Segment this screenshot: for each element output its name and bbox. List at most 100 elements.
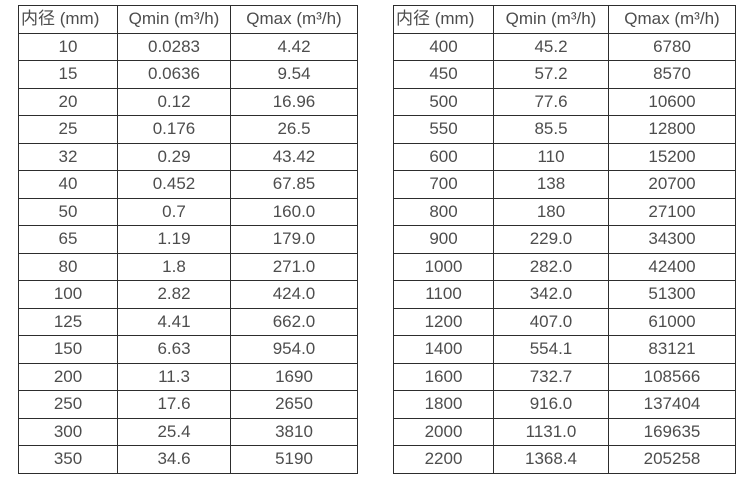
table-body: 400 45.2 6780 450 57.2 8570 500 77.6 10600 550 85.… xyxy=(393,32,736,474)
table-row: 2200 1368.4 205258 xyxy=(393,445,736,474)
table-cell: 150 xyxy=(18,335,118,364)
table-cell: 17.6 xyxy=(117,390,231,419)
table-cell: 1131.0 xyxy=(493,417,609,446)
table-row: 550 85.5 12800 xyxy=(393,115,736,144)
table-cell: 16.96 xyxy=(230,87,358,116)
table-cell: 229.0 xyxy=(493,225,609,254)
table-cell: 1400 xyxy=(393,335,494,364)
table-cell: 554.1 xyxy=(493,335,609,364)
header-cell: Qmin (m³/h) xyxy=(493,5,609,34)
table-row: 400 45.2 6780 xyxy=(393,32,736,61)
table-cell: 80 xyxy=(18,252,118,281)
table-cell: 77.6 xyxy=(493,87,609,116)
table-cell: 1.8 xyxy=(117,252,231,281)
table-cell: 67.85 xyxy=(230,170,358,199)
table-cell: 2650 xyxy=(230,390,358,419)
table-cell: 342.0 xyxy=(493,280,609,309)
table-cell: 50 xyxy=(18,197,118,226)
table-cell: 61000 xyxy=(608,307,736,336)
header-cell: Qmin (m³/h) xyxy=(117,5,231,34)
table-row: 1800 916.0 137404 xyxy=(393,390,736,419)
table-cell: 34.6 xyxy=(117,445,231,474)
table-cell: 0.0636 xyxy=(117,60,231,89)
table-row: 200 11.3 1690 xyxy=(18,362,358,391)
header-cell: Qmax (m³/h) xyxy=(230,5,358,34)
table-cell: 26.5 xyxy=(230,115,358,144)
table-row: 500 77.6 10600 xyxy=(393,87,736,116)
table-row: 40 0.452 67.85 xyxy=(18,170,358,199)
table-cell: 0.176 xyxy=(117,115,231,144)
table-cell: 180 xyxy=(493,197,609,226)
table-row: 250 17.6 2650 xyxy=(18,390,358,419)
header-cell: Qmax (m³/h) xyxy=(608,5,736,34)
table-cell: 600 xyxy=(393,142,494,171)
table-cell: 800 xyxy=(393,197,494,226)
table-cell: 40 xyxy=(18,170,118,199)
header-row: 内径 (mm) Qmin (m³/h) Qmax (m³/h) xyxy=(393,5,736,34)
table-cell: 4.41 xyxy=(117,307,231,336)
table-cell: 85.5 xyxy=(493,115,609,144)
table-cell: 138 xyxy=(493,170,609,199)
table-cell: 1.19 xyxy=(117,225,231,254)
table-row: 300 25.4 3810 xyxy=(18,417,358,446)
table-cell: 43.42 xyxy=(230,142,358,171)
table-cell: 300 xyxy=(18,417,118,446)
table-cell: 83121 xyxy=(608,335,736,364)
table-cell: 282.0 xyxy=(493,252,609,281)
flow-table-small-diameters: 内径 (mm) Qmin (m³/h) Qmax (m³/h) 10 0.0283 4.… xyxy=(18,5,358,474)
table-cell: 5190 xyxy=(230,445,358,474)
table-cell: 700 xyxy=(393,170,494,199)
table-row: 150 6.63 954.0 xyxy=(18,335,358,364)
table-cell: 271.0 xyxy=(230,252,358,281)
table-cell: 57.2 xyxy=(493,60,609,89)
table-cell: 0.452 xyxy=(117,170,231,199)
table-row: 32 0.29 43.42 xyxy=(18,142,358,171)
table-cell: 1800 xyxy=(393,390,494,419)
table-cell: 2.82 xyxy=(117,280,231,309)
table-row: 350 34.6 5190 xyxy=(18,445,358,474)
table-cell: 732.7 xyxy=(493,362,609,391)
table-cell: 662.0 xyxy=(230,307,358,336)
header-row: 内径 (mm) Qmin (m³/h) Qmax (m³/h) xyxy=(18,5,358,34)
table-row: 65 1.19 179.0 xyxy=(18,225,358,254)
table-cell: 0.29 xyxy=(117,142,231,171)
table-row: 10 0.0283 4.42 xyxy=(18,32,358,61)
table-row: 1400 554.1 83121 xyxy=(393,335,736,364)
table-row: 1000 282.0 42400 xyxy=(393,252,736,281)
table-row: 80 1.8 271.0 xyxy=(18,252,358,281)
table-cell: 954.0 xyxy=(230,335,358,364)
table-cell: 34300 xyxy=(608,225,736,254)
table-cell: 179.0 xyxy=(230,225,358,254)
table-cell: 407.0 xyxy=(493,307,609,336)
table-cell: 1000 xyxy=(393,252,494,281)
table-row: 50 0.7 160.0 xyxy=(18,197,358,226)
table-cell: 205258 xyxy=(608,445,736,474)
table-cell: 45.2 xyxy=(493,32,609,61)
table-cell: 1690 xyxy=(230,362,358,391)
flow-table-large-diameters: 内径 (mm) Qmin (m³/h) Qmax (m³/h) 400 45.2 678… xyxy=(393,5,736,474)
table-row: 1100 342.0 51300 xyxy=(393,280,736,309)
table-cell: 160.0 xyxy=(230,197,358,226)
table-cell: 51300 xyxy=(608,280,736,309)
table-cell: 110 xyxy=(493,142,609,171)
table-cell: 2200 xyxy=(393,445,494,474)
table-cell: 1100 xyxy=(393,280,494,309)
table-cell: 400 xyxy=(393,32,494,61)
table-cell: 15 xyxy=(18,60,118,89)
table-cell: 8570 xyxy=(608,60,736,89)
table-cell: 100 xyxy=(18,280,118,309)
table-row: 450 57.2 8570 xyxy=(393,60,736,89)
table-body: 10 0.0283 4.42 15 0.0636 9.54 20 0.12 16.96 25 0.1… xyxy=(18,32,358,474)
table-cell: 250 xyxy=(18,390,118,419)
table-cell: 6780 xyxy=(608,32,736,61)
table-cell: 0.0283 xyxy=(117,32,231,61)
table-row: 700 138 20700 xyxy=(393,170,736,199)
table-cell: 11.3 xyxy=(117,362,231,391)
table-cell: 4.42 xyxy=(230,32,358,61)
table-cell: 125 xyxy=(18,307,118,336)
header-cell: 内径 (mm) xyxy=(18,5,118,34)
table-row: 25 0.176 26.5 xyxy=(18,115,358,144)
table-cell: 0.7 xyxy=(117,197,231,226)
table-cell: 65 xyxy=(18,225,118,254)
